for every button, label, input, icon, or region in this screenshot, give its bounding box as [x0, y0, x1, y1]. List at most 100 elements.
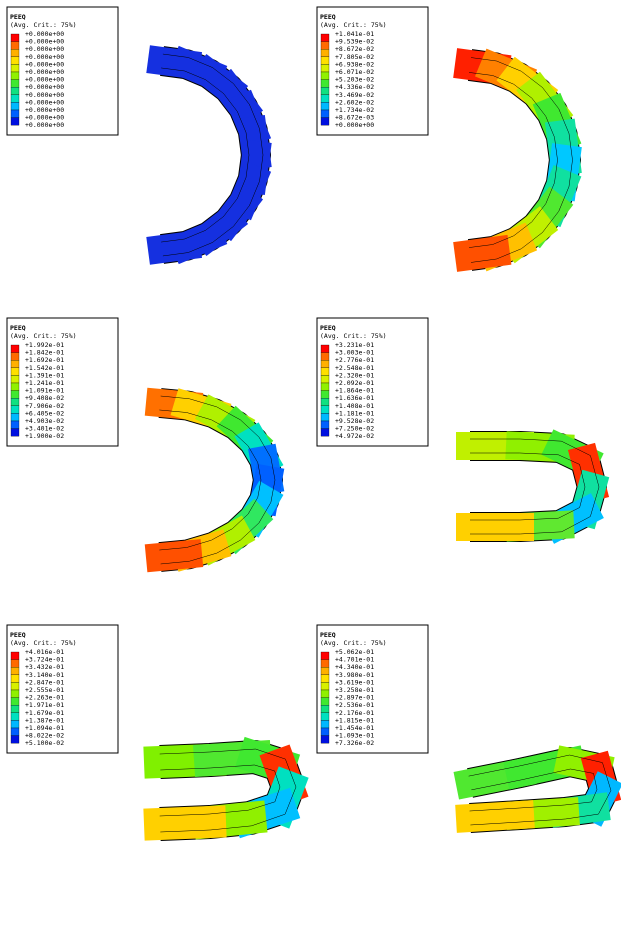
mesh-line [470, 57, 573, 263]
legend-swatch [320, 367, 330, 376]
legend-label: +4.016e-01 [25, 648, 64, 656]
legend-label: +8.672e-03 [335, 114, 374, 122]
legend-label: +3.619e-01 [335, 678, 374, 686]
legend-label: +5.062e-01 [335, 648, 374, 656]
part-segment [143, 805, 227, 841]
legend-box [6, 624, 119, 754]
legend-label: +4.972e-02 [335, 432, 374, 440]
legend-subtitle: (Avg. Crit.: 75%) [10, 21, 77, 29]
legend-label: +3.401e-02 [25, 425, 64, 433]
legend-label: +3.258e-01 [335, 686, 374, 694]
legend-label: +3.231e-01 [335, 341, 374, 349]
legend-swatch [10, 367, 20, 376]
legend-subtitle: (Avg. Crit.: 75%) [10, 639, 77, 647]
legend-label: +2.776e-01 [335, 356, 374, 364]
mesh-line [159, 748, 297, 833]
legend-swatch [10, 428, 20, 437]
legend-label: +0.000e+00 [25, 45, 64, 53]
legend-label: +9.528e-02 [335, 417, 374, 425]
legend-swatch [10, 659, 20, 668]
legend-label: +0.000e+00 [25, 76, 64, 84]
legend-swatch [320, 667, 330, 675]
legend-title: PEEQ [10, 631, 26, 639]
legend-label: +7.906e-02 [25, 402, 64, 410]
legend-label: +9.539e-02 [335, 38, 374, 46]
legend-swatch [10, 667, 20, 675]
legend-swatch [10, 64, 20, 73]
legend-subtitle: (Avg. Crit.: 75%) [320, 21, 387, 29]
legend-label: +1.454e-01 [335, 724, 374, 732]
legend-title: PEEQ [10, 324, 26, 332]
legend-subtitle: (Avg. Crit.: 75%) [10, 332, 77, 340]
mesh-line [159, 764, 281, 817]
legend-label: +1.181e-01 [335, 409, 374, 417]
legend-swatch [10, 705, 20, 713]
legend-title: PEEQ [320, 13, 336, 21]
legend-swatch [10, 405, 20, 414]
legend-label: +4.903e-02 [25, 417, 64, 425]
legend-label: +8.672e-02 [335, 45, 374, 53]
legend-label: +7.250e-02 [335, 425, 374, 433]
legend-label: +1.815e-01 [335, 716, 374, 724]
legend-swatch [10, 674, 20, 683]
legend-swatch [10, 94, 20, 103]
legend-swatch [320, 352, 330, 361]
legend-swatch [10, 79, 20, 88]
legend-label: +2.536e-01 [335, 701, 374, 709]
legend-swatch [320, 375, 330, 384]
legend-label: +2.847e-01 [25, 678, 64, 686]
legend-label: +1.692e-01 [25, 356, 64, 364]
mesh-line [162, 53, 264, 257]
legend-swatch [10, 720, 20, 729]
legend-title: PEEQ [320, 631, 336, 639]
legend-label: +1.387e-01 [25, 716, 64, 724]
legend-label: +0.000e+00 [25, 53, 64, 61]
legend-label: +9.408e-02 [25, 394, 64, 402]
legend-label: +0.000e+00 [25, 38, 64, 46]
legend-label: +0.000e+00 [25, 114, 64, 122]
legend-label: +3.140e-01 [25, 671, 64, 679]
legend-swatch [320, 56, 330, 65]
part-segment [144, 539, 204, 573]
legend-label: +2.897e-01 [335, 694, 374, 702]
legend-swatch [320, 682, 330, 691]
legend-title: PEEQ [10, 13, 26, 21]
legend-swatch [320, 41, 330, 50]
legend-label: +0.000e+00 [25, 60, 64, 68]
legend-label: +2.092e-01 [335, 379, 374, 387]
legend-swatch [10, 344, 20, 353]
legend-label: +1.864e-01 [335, 387, 374, 395]
legend-box [316, 624, 429, 754]
legend-swatch [10, 382, 20, 391]
legend-label: +3.469e-02 [335, 91, 374, 99]
legend-box [6, 6, 119, 136]
legend-label: +1.842e-01 [25, 349, 64, 357]
legend-swatch [10, 41, 20, 50]
legend-box [316, 6, 429, 136]
mesh-line [469, 438, 600, 535]
legend-swatch [320, 102, 330, 111]
mesh-line [468, 72, 558, 248]
legend-swatch [320, 428, 330, 437]
legend-label: +0.000e+00 [25, 83, 64, 91]
part-segment [455, 800, 535, 833]
legend-label: +2.320e-01 [335, 371, 374, 379]
legend-label: +4.701e-01 [335, 656, 374, 664]
legend-label: +1.391e-01 [25, 371, 64, 379]
legend-label: +4.336e-02 [335, 83, 374, 91]
legend-label: +1.679e-01 [25, 709, 64, 717]
legend-swatch [320, 64, 330, 73]
mesh-line [469, 452, 586, 521]
legend-label: +6.071e-02 [335, 68, 374, 76]
legend-swatch [320, 382, 330, 391]
legend-label: +0.000e+00 [25, 30, 64, 38]
legend-label: +3.432e-01 [25, 663, 64, 671]
legend-swatch [320, 49, 330, 57]
legend-swatch [10, 651, 20, 660]
legend-swatch [320, 71, 330, 80]
legend-swatch [10, 352, 20, 361]
legend-label: +3.003e-01 [335, 349, 374, 357]
legend-swatch [10, 49, 20, 57]
legend-swatch [320, 720, 330, 729]
